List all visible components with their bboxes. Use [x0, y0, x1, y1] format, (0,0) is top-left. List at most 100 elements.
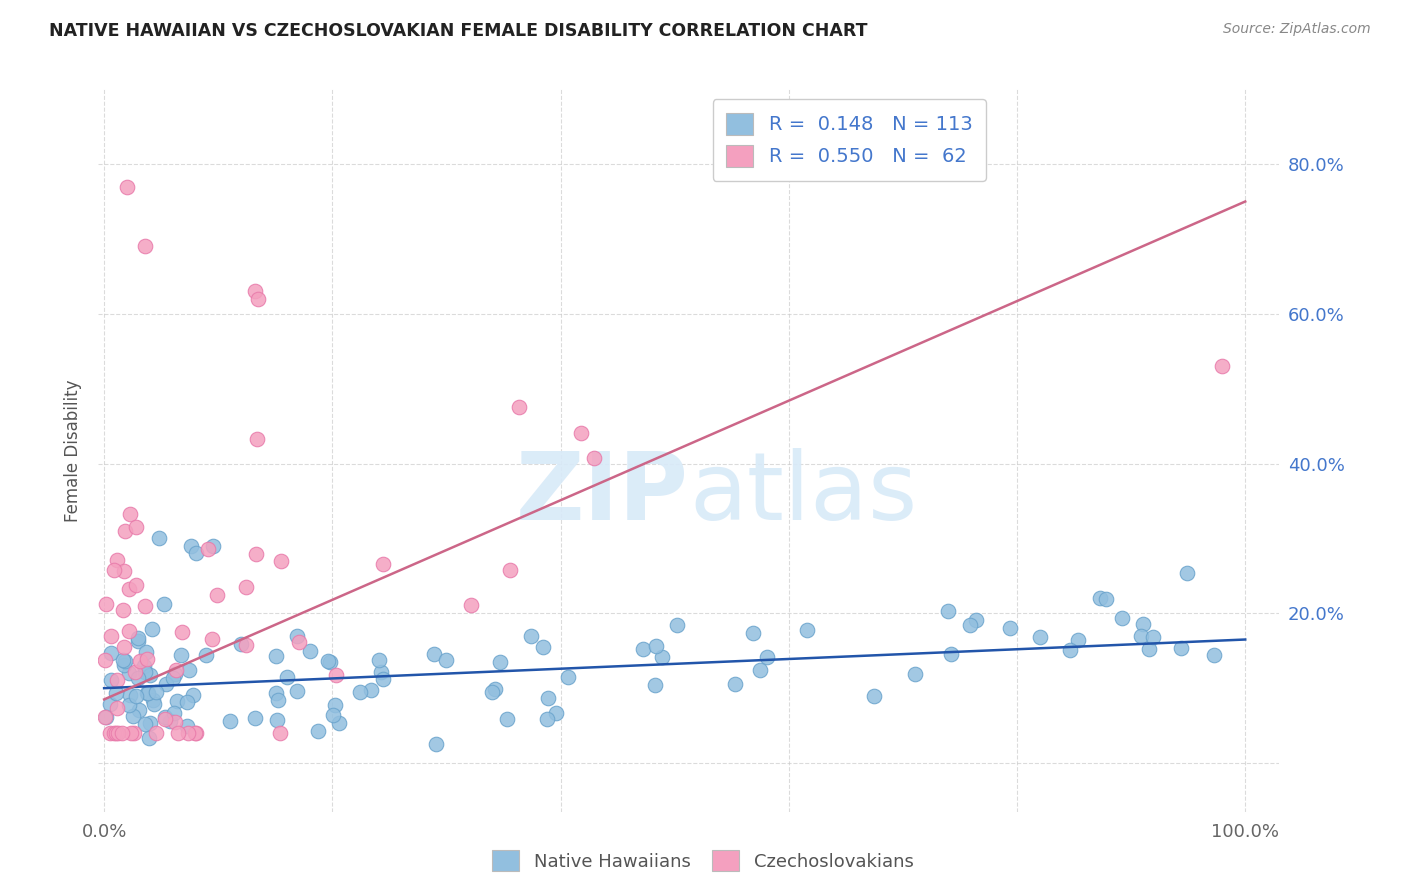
- Point: [651, 649, 673, 664]
- Point: [370, 665, 392, 680]
- Point: [118, 582, 141, 596]
- Point: [1067, 632, 1090, 647]
- Point: [118, 507, 141, 521]
- Point: [349, 685, 371, 699]
- Point: [425, 737, 447, 751]
- Point: [118, 624, 141, 638]
- Point: [165, 666, 187, 681]
- Point: [270, 554, 292, 568]
- Point: [965, 613, 987, 627]
- Point: [145, 726, 167, 740]
- Point: [1129, 629, 1152, 643]
- Point: [197, 542, 219, 557]
- Point: [264, 686, 287, 700]
- Point: [633, 641, 655, 656]
- Point: [177, 726, 200, 740]
- Point: [138, 731, 160, 745]
- Point: [120, 688, 142, 702]
- Point: [219, 714, 242, 728]
- Point: [367, 653, 389, 667]
- Point: [569, 426, 592, 441]
- Point: [111, 653, 134, 667]
- Point: [94, 652, 117, 666]
- Point: [247, 292, 270, 306]
- Point: [105, 700, 128, 714]
- Point: [170, 624, 193, 639]
- Point: [285, 629, 308, 643]
- Point: [1094, 591, 1116, 606]
- Point: [94, 709, 117, 723]
- Point: [183, 688, 205, 702]
- Point: [316, 654, 339, 668]
- Point: [114, 524, 136, 538]
- Point: [153, 712, 176, 726]
- Point: [299, 644, 322, 658]
- Point: [125, 690, 148, 704]
- Point: [1175, 566, 1198, 580]
- Point: [756, 650, 779, 665]
- Point: [105, 673, 128, 688]
- Point: [1029, 630, 1052, 644]
- Text: NATIVE HAWAIIAN VS CZECHOSLOVAKIAN FEMALE DISABILITY CORRELATION CHART: NATIVE HAWAIIAN VS CZECHOSLOVAKIAN FEMAL…: [49, 22, 868, 40]
- Point: [128, 655, 150, 669]
- Point: [489, 655, 512, 669]
- Point: [1137, 641, 1160, 656]
- Point: [107, 726, 129, 740]
- Point: [112, 640, 135, 655]
- Point: [98, 726, 121, 740]
- Point: [139, 715, 162, 730]
- Point: [163, 714, 186, 729]
- Point: [434, 653, 457, 667]
- Point: [162, 671, 184, 685]
- Point: [536, 712, 558, 726]
- Point: [120, 726, 142, 740]
- Point: [124, 665, 146, 680]
- Point: [117, 665, 139, 680]
- Point: [122, 726, 145, 740]
- Point: [998, 621, 1021, 635]
- Point: [264, 649, 287, 664]
- Point: [114, 654, 136, 668]
- Point: [135, 645, 157, 659]
- Legend: R =  0.148   N = 113, R =  0.550   N =  62: R = 0.148 N = 113, R = 0.550 N = 62: [713, 99, 986, 181]
- Point: [229, 637, 252, 651]
- Point: [243, 285, 266, 299]
- Point: [1059, 643, 1081, 657]
- Point: [141, 622, 163, 636]
- Point: [127, 633, 149, 648]
- Point: [287, 634, 309, 648]
- Point: [1142, 630, 1164, 644]
- Point: [862, 689, 884, 703]
- Point: [796, 623, 818, 637]
- Point: [127, 631, 149, 645]
- Point: [159, 714, 181, 728]
- Point: [118, 698, 141, 713]
- Point: [269, 726, 291, 740]
- Point: [322, 707, 344, 722]
- Point: [245, 548, 267, 562]
- Point: [1132, 616, 1154, 631]
- Point: [96, 597, 118, 611]
- Point: [941, 647, 963, 661]
- Point: [117, 179, 139, 194]
- Point: [153, 710, 176, 724]
- Point: [96, 710, 118, 724]
- Point: [496, 712, 519, 726]
- Point: [143, 698, 166, 712]
- Y-axis label: Female Disability: Female Disability: [65, 379, 83, 522]
- Point: [176, 695, 198, 709]
- Point: [508, 401, 530, 415]
- Point: [100, 628, 122, 642]
- Point: [1088, 591, 1111, 605]
- Point: [105, 686, 128, 700]
- Point: [134, 239, 156, 253]
- Point: [285, 684, 308, 698]
- Point: [194, 648, 217, 662]
- Point: [267, 692, 290, 706]
- Point: [127, 671, 149, 685]
- Point: [235, 638, 257, 652]
- Point: [112, 657, 135, 672]
- Point: [1211, 359, 1233, 374]
- Text: Source: ZipAtlas.com: Source: ZipAtlas.com: [1223, 22, 1371, 37]
- Point: [266, 713, 288, 727]
